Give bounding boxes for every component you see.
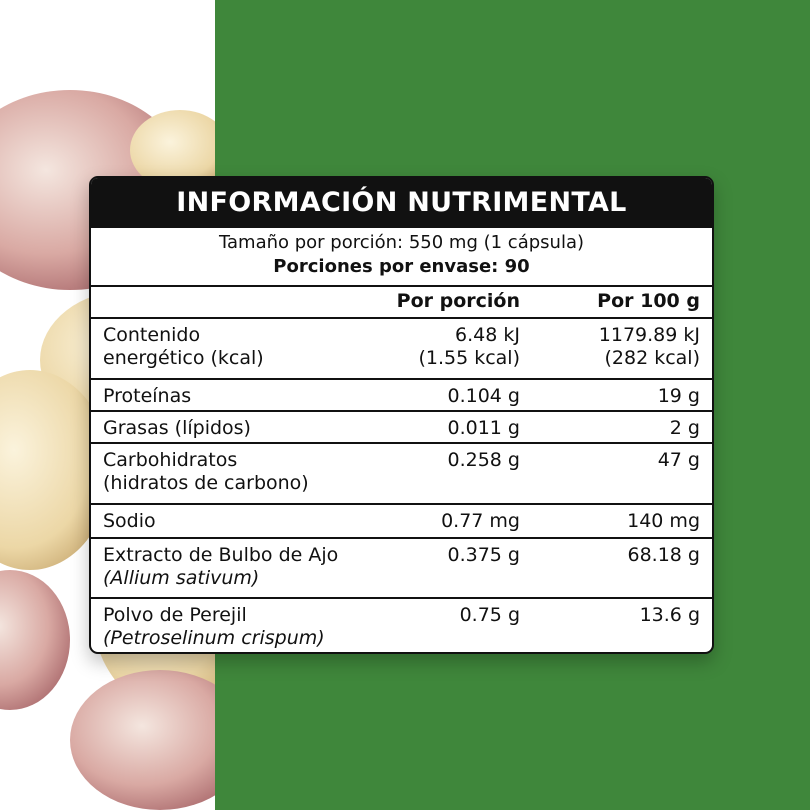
per-portion-value: 0.104 g	[447, 385, 521, 407]
per-portion: 0.77 mg	[441, 510, 520, 533]
nutrition-table: INFORMACIÓN NUTRIMENTAL Tamaño por porci…	[89, 176, 714, 654]
per-100g-value: (282 kcal)	[604, 347, 700, 369]
per-100g: 47 g	[658, 449, 700, 472]
per-100g: 68.18 g	[628, 544, 701, 567]
nutrient-name: Carbohidratos (hidratos de carbono)	[103, 449, 309, 495]
table-row: Sodio 0.77 mg 140 mg	[91, 503, 712, 537]
per-portion: 0.104 g	[448, 385, 521, 408]
per-100g-value: 140 mg	[627, 510, 700, 532]
nutrient-label: energético (kcal)	[103, 347, 264, 369]
nutrient-name: Contenido energético (kcal)	[103, 324, 264, 370]
nutrient-label: Proteínas	[103, 385, 192, 407]
per-100g-value: 2 g	[669, 417, 700, 439]
nutrient-name: Sodio	[103, 510, 156, 533]
per-portion: 0.375 g	[448, 544, 521, 567]
table-row: Extracto de Bulbo de Ajo (Allium sativum)…	[91, 537, 712, 597]
per-portion-value: (1.55 kcal)	[418, 347, 520, 369]
table-row: Grasas (lípidos) 0.011 g 2 g	[91, 410, 712, 442]
nutrient-label: Sodio	[103, 510, 156, 532]
per-100g-value: 13.6 g	[639, 604, 700, 626]
per-100g-value: 47 g	[657, 449, 700, 471]
per-100g: 2 g	[670, 417, 700, 440]
nutrient-label: (hidratos de carbono)	[103, 472, 309, 494]
nutrient-label: Polvo de Perejil	[103, 604, 247, 626]
column-header: Por porción	[396, 290, 520, 312]
per-100g-value: 19 g	[657, 385, 700, 407]
nutrient-name: Extracto de Bulbo de Ajo (Allium sativum)	[103, 544, 338, 590]
per-100g: 19 g	[658, 385, 700, 408]
nutrient-label: Extracto de Bulbo de Ajo	[103, 544, 339, 566]
per-portion-value: 0.77 mg	[441, 510, 520, 532]
nutrient-name: Grasas (lípidos)	[103, 417, 251, 440]
per-100g: 1179.89 kJ (282 kcal)	[599, 324, 700, 370]
table-row: Contenido energético (kcal) 6.48 kJ (1.55 k…	[91, 317, 712, 378]
table-row: Carbohidratos (hidratos de carbono) 0.258 …	[91, 442, 712, 503]
per-portion: 6.48 kJ (1.55 kcal)	[418, 324, 520, 370]
column-header-row: Por porción Por 100 g	[91, 285, 712, 317]
nutrient-name: Polvo de Perejil (Petroselinum crispum)	[103, 604, 325, 650]
nutrient-name: Proteínas	[103, 385, 191, 408]
garlic-clove	[0, 570, 70, 710]
garlic-clove	[0, 370, 110, 570]
per-100g: 13.6 g	[640, 604, 700, 627]
nutrient-label: Carbohidratos	[103, 449, 238, 471]
per-portion-value: 0.375 g	[447, 544, 521, 566]
per-100g-value: 68.18 g	[627, 544, 701, 566]
scientific-name: (Petroselinum crispum)	[103, 627, 325, 649]
table-row: Polvo de Perejil (Petroselinum crispum) 0.…	[91, 597, 712, 652]
per-portion-value: 0.258 g	[447, 449, 521, 471]
table-title: INFORMACIÓN NUTRIMENTAL	[91, 178, 712, 228]
nutrient-label: Contenido	[103, 324, 201, 346]
serving-size: Tamaño por porción: 550 mg (1 cápsula)	[218, 232, 584, 253]
per-portion-value: 6.48 kJ	[455, 324, 520, 346]
per-portion-value: 0.75 g	[459, 604, 520, 626]
per-portion: 0.258 g	[448, 449, 521, 472]
per-portion-value: 0.011 g	[447, 417, 521, 439]
serving-info: Tamaño por porción: 550 mg (1 cápsula) P…	[91, 228, 712, 285]
per-portion: 0.75 g	[460, 604, 520, 627]
table-row: Proteínas 0.104 g 19 g	[91, 378, 712, 410]
per-portion: 0.011 g	[448, 417, 521, 440]
servings-per-container: Porciones por envase: 90	[273, 256, 530, 277]
per-100g-value: 1179.89 kJ	[598, 324, 700, 346]
table-body: Contenido energético (kcal) 6.48 kJ (1.55 k…	[91, 317, 712, 652]
nutrient-label: Grasas (lípidos)	[103, 417, 251, 439]
per-100g: 140 mg	[627, 510, 700, 533]
garlic-clove	[130, 110, 215, 190]
garlic-clove	[70, 670, 215, 810]
scientific-name: (Allium sativum)	[103, 567, 260, 589]
column-header: Por 100 g	[597, 290, 700, 312]
